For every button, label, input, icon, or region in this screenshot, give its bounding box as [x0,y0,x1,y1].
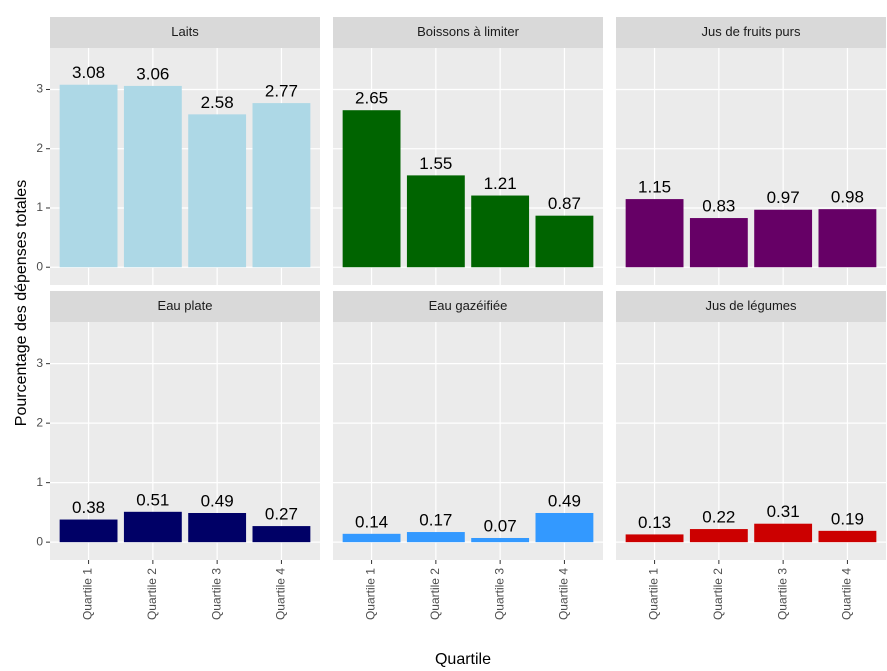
value-label: 0.97 [767,188,800,207]
x-tick-label: Quartile 1 [647,568,661,620]
value-label: 0.27 [265,505,298,524]
x-tick-label: Quartile 2 [711,568,725,620]
bar [625,199,684,268]
value-label: 3.08 [72,63,105,82]
strip-background [50,291,320,322]
bar [406,175,465,268]
value-label: 2.65 [355,89,388,108]
x-tick-label: Quartile 3 [775,568,789,620]
bar [689,218,748,268]
strip-title: Eau gazéifiée [429,298,508,313]
value-label: 0.83 [702,197,735,216]
bar [689,529,748,543]
panel-background [616,322,886,560]
x-tick-label: Quartile 4 [274,568,288,620]
value-label: 0.49 [201,491,234,510]
value-label: 0.22 [702,508,735,527]
bar [471,537,530,543]
bar [535,512,594,543]
value-label: 0.17 [419,511,452,530]
value-label: 1.21 [484,174,517,193]
x-axis-title: Quartile [435,651,491,668]
value-label: 0.87 [548,194,581,213]
value-label: 0.49 [548,491,581,510]
x-tick-label: Quartile 2 [428,568,442,620]
strip-title: Jus de fruits purs [702,24,801,39]
value-label: 2.77 [265,82,298,101]
x-tick-label: Quartile 3 [209,568,223,620]
value-label: 0.14 [355,512,388,531]
strip-background [333,17,603,48]
bar [471,195,530,268]
x-tick-label: Quartile 1 [81,568,95,620]
value-label: 0.13 [638,513,671,532]
y-tick-label: 2 [36,141,43,155]
bar [535,215,594,268]
bar [754,209,813,268]
bar [818,530,877,543]
bar [754,523,813,543]
bar [59,519,118,543]
y-tick-label: 3 [36,82,43,96]
strip-title: Laits [171,24,199,39]
y-tick-label: 2 [36,415,43,429]
value-label: 0.19 [831,509,864,528]
y-tick-label: 0 [36,534,43,548]
value-label: 3.06 [136,64,169,83]
value-label: 0.07 [484,516,517,535]
value-label: 0.31 [767,502,800,521]
bar [818,209,877,268]
y-tick-label: 3 [36,356,43,370]
bar [252,526,311,543]
value-label: 2.58 [201,93,234,112]
strip-title: Eau plate [158,298,213,313]
value-label: 0.98 [831,188,864,207]
value-label: 0.38 [72,498,105,517]
y-tick-label: 1 [36,475,43,489]
value-label: 1.15 [638,178,671,197]
bar [252,103,311,268]
x-tick-label: Quartile 4 [840,568,854,620]
y-tick-label: 0 [36,259,43,273]
x-tick-label: Quartile 4 [557,568,571,620]
bar [342,110,401,268]
y-axis-title: Pourcentage des dépenses totales [13,180,30,426]
strip-title: Boissons à limiter [417,24,520,39]
y-tick-label: 1 [36,200,43,214]
strip-background [616,17,886,48]
strip-background [333,291,603,322]
bar [342,533,401,543]
value-label: 0.51 [136,490,169,509]
x-tick-label: Quartile 2 [145,568,159,620]
bar [625,534,684,543]
bar [123,511,182,543]
x-tick-label: Quartile 3 [492,568,506,620]
bar [59,84,118,268]
x-tick-label: Quartile 1 [364,568,378,620]
strip-background [616,291,886,322]
bar [123,85,182,268]
bar [406,532,465,543]
value-label: 1.55 [419,154,452,173]
strip-title: Jus de légumes [705,298,797,313]
strip-background [50,17,320,48]
bar [188,114,247,268]
bar [188,512,247,543]
